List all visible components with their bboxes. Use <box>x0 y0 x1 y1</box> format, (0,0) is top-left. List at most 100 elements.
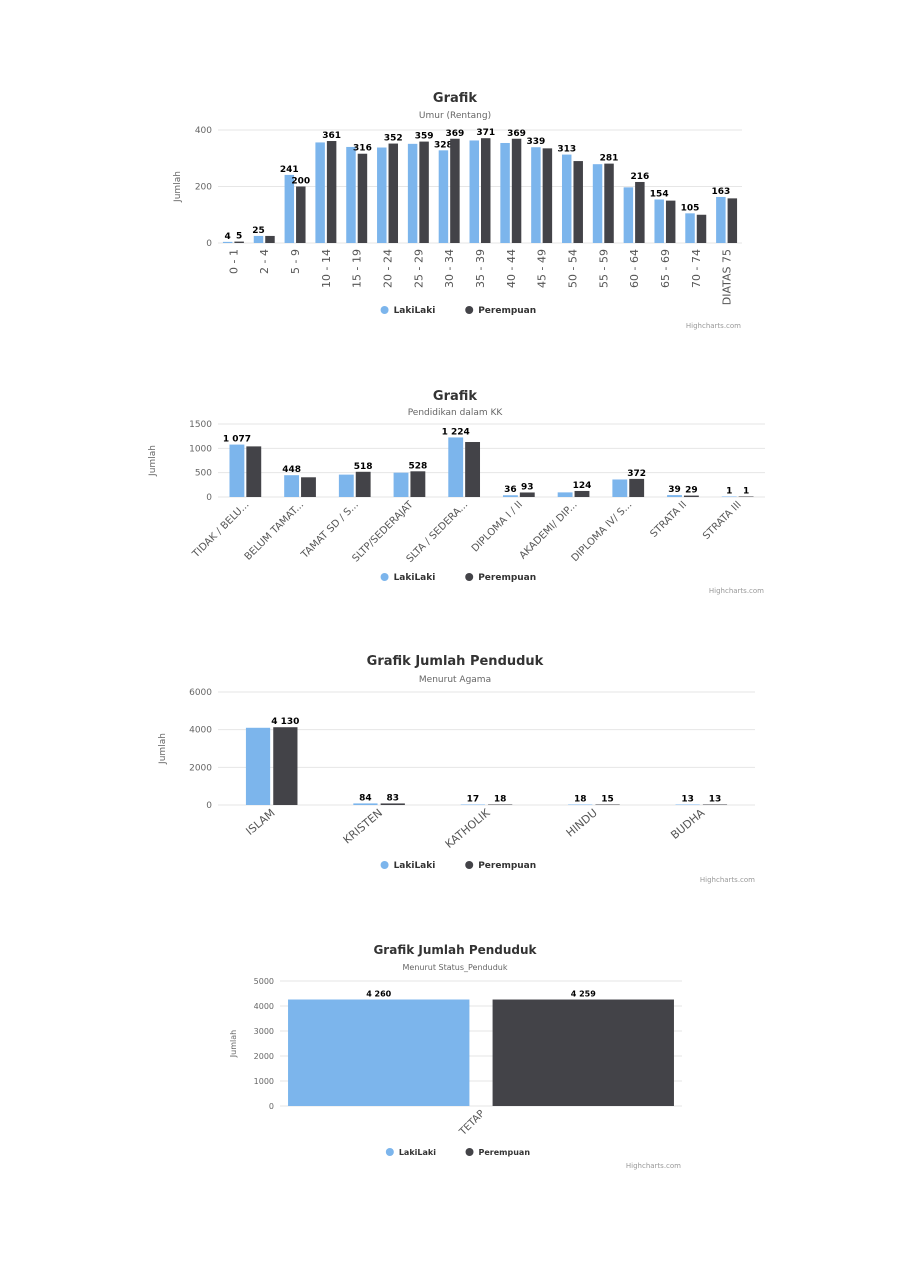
legend-item-perempuan[interactable]: Perempuan <box>478 306 536 316</box>
legend-item-laki[interactable]: LakiLaki <box>394 306 436 316</box>
bar-perempuan[interactable] <box>388 143 399 243</box>
data-label: 105 <box>681 203 700 213</box>
bar-laki[interactable] <box>469 140 479 243</box>
bar-laki[interactable] <box>284 174 295 243</box>
chart-title: Grafik Jumlah Penduduk <box>367 654 544 669</box>
category-label: 70 - 74 <box>690 249 703 288</box>
data-label: 339 <box>527 137 546 147</box>
bar-perempuan[interactable] <box>326 141 337 243</box>
bar-perempuan[interactable] <box>629 478 645 497</box>
bar-perempuan[interactable] <box>380 803 405 805</box>
bar-perempuan[interactable] <box>511 138 522 243</box>
bar-laki[interactable] <box>229 444 245 497</box>
credits-link[interactable]: Highcharts.com <box>700 876 755 884</box>
bar-perempuan[interactable] <box>542 148 553 243</box>
bar-perempuan[interactable] <box>635 181 645 243</box>
bar-perempuan[interactable] <box>273 727 298 805</box>
chart-title: Grafik Jumlah Penduduk <box>373 943 537 957</box>
bar-laki[interactable] <box>500 142 510 243</box>
bar-perempuan[interactable] <box>234 241 244 243</box>
bar-perempuan[interactable] <box>492 999 674 1106</box>
bar-perempuan[interactable] <box>574 490 590 497</box>
legend-item-perempuan[interactable]: Perempuan <box>479 1148 531 1157</box>
bar-perempuan[interactable] <box>604 163 614 243</box>
bar-laki[interactable] <box>353 803 378 805</box>
data-label: 1 077 <box>223 435 251 445</box>
category-label: 30 - 34 <box>443 249 456 288</box>
bar-laki[interactable] <box>253 235 264 243</box>
data-label: 1 <box>743 487 749 497</box>
data-label: 281 <box>600 154 619 164</box>
data-label: 216 <box>630 172 649 182</box>
bar-perempuan[interactable] <box>410 471 426 497</box>
bar-laki[interactable] <box>592 164 603 243</box>
credits-link[interactable]: Highcharts.com <box>686 322 741 330</box>
category-label: AKADEMI/ DIP... <box>518 499 580 561</box>
bar-perempuan[interactable] <box>419 141 429 243</box>
bar-laki[interactable] <box>531 147 541 243</box>
bar-perempuan[interactable] <box>738 496 754 498</box>
legend-item-laki[interactable]: LakiLaki <box>394 861 436 871</box>
bar-laki[interactable] <box>284 475 300 497</box>
data-label: 4 <box>225 232 231 242</box>
bar-laki[interactable] <box>675 804 700 806</box>
bar-perempuan[interactable] <box>519 492 535 497</box>
y-tick-label: 2000 <box>189 763 212 773</box>
bar-perempuan[interactable] <box>683 495 699 497</box>
category-label: BUDHA <box>668 806 707 842</box>
data-label: 528 <box>408 461 427 471</box>
bar-perempuan[interactable] <box>296 186 306 244</box>
bar-laki[interactable] <box>460 804 485 806</box>
bar-perempuan[interactable] <box>465 442 481 497</box>
data-label: 369 <box>507 129 526 139</box>
bar-laki[interactable] <box>654 199 664 243</box>
bar-laki[interactable] <box>721 496 737 498</box>
bar-laki[interactable] <box>448 437 464 497</box>
bar-laki[interactable] <box>222 241 233 243</box>
bar-laki[interactable] <box>377 147 387 243</box>
legend-item-laki[interactable]: LakiLaki <box>394 573 436 583</box>
bar-perempuan[interactable] <box>702 804 728 806</box>
category-label: 20 - 24 <box>382 249 395 288</box>
bar-laki[interactable] <box>288 999 470 1107</box>
bar-perempuan[interactable] <box>573 161 583 243</box>
credits-link[interactable]: Highcharts.com <box>626 1162 681 1170</box>
bar-laki[interactable] <box>407 143 418 243</box>
bar-laki[interactable] <box>623 187 634 243</box>
data-label: 13 <box>709 795 722 805</box>
y-axis-title: Jumlah <box>173 171 183 203</box>
bar-laki[interactable] <box>245 727 271 805</box>
bar-perempuan[interactable] <box>727 198 738 243</box>
chart-subtitle: Menurut Status_Penduduk <box>403 963 508 972</box>
bar-laki[interactable] <box>315 142 325 243</box>
bar-laki[interactable] <box>438 150 449 243</box>
bar-perempuan[interactable] <box>696 214 707 243</box>
bar-laki[interactable] <box>716 196 726 243</box>
bar-perempuan[interactable] <box>355 471 371 497</box>
bar-laki[interactable] <box>502 495 518 497</box>
bar-perempuan[interactable] <box>246 446 262 497</box>
legend-item-laki[interactable]: LakiLaki <box>399 1148 436 1157</box>
data-label: 163 <box>711 187 730 197</box>
bar-laki[interactable] <box>561 154 572 243</box>
credits-link[interactable]: Highcharts.com <box>709 587 764 595</box>
bar-perempuan[interactable] <box>665 200 676 243</box>
category-label: 45 - 49 <box>536 249 549 288</box>
bar-perempuan[interactable] <box>481 138 491 243</box>
bar-laki[interactable] <box>612 479 628 497</box>
legend-item-perempuan[interactable]: Perempuan <box>478 861 536 871</box>
bar-laki[interactable] <box>667 495 682 497</box>
bar-laki[interactable] <box>393 472 409 497</box>
bar-laki[interactable] <box>557 492 573 497</box>
bar-laki[interactable] <box>685 213 695 243</box>
legend-item-perempuan[interactable]: Perempuan <box>478 573 536 583</box>
bar-laki[interactable] <box>346 146 356 243</box>
bar-perempuan[interactable] <box>450 138 460 243</box>
bar-perempuan[interactable] <box>265 235 275 243</box>
bar-laki[interactable] <box>568 804 593 806</box>
bar-perempuan[interactable] <box>357 153 368 243</box>
bar-perempuan[interactable] <box>488 804 513 806</box>
bar-perempuan[interactable] <box>595 804 620 806</box>
bar-perempuan[interactable] <box>301 477 316 497</box>
bar-laki[interactable] <box>338 474 354 497</box>
